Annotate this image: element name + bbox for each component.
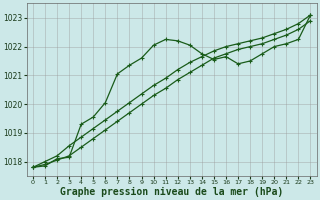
X-axis label: Graphe pression niveau de la mer (hPa): Graphe pression niveau de la mer (hPa) (60, 186, 283, 197)
